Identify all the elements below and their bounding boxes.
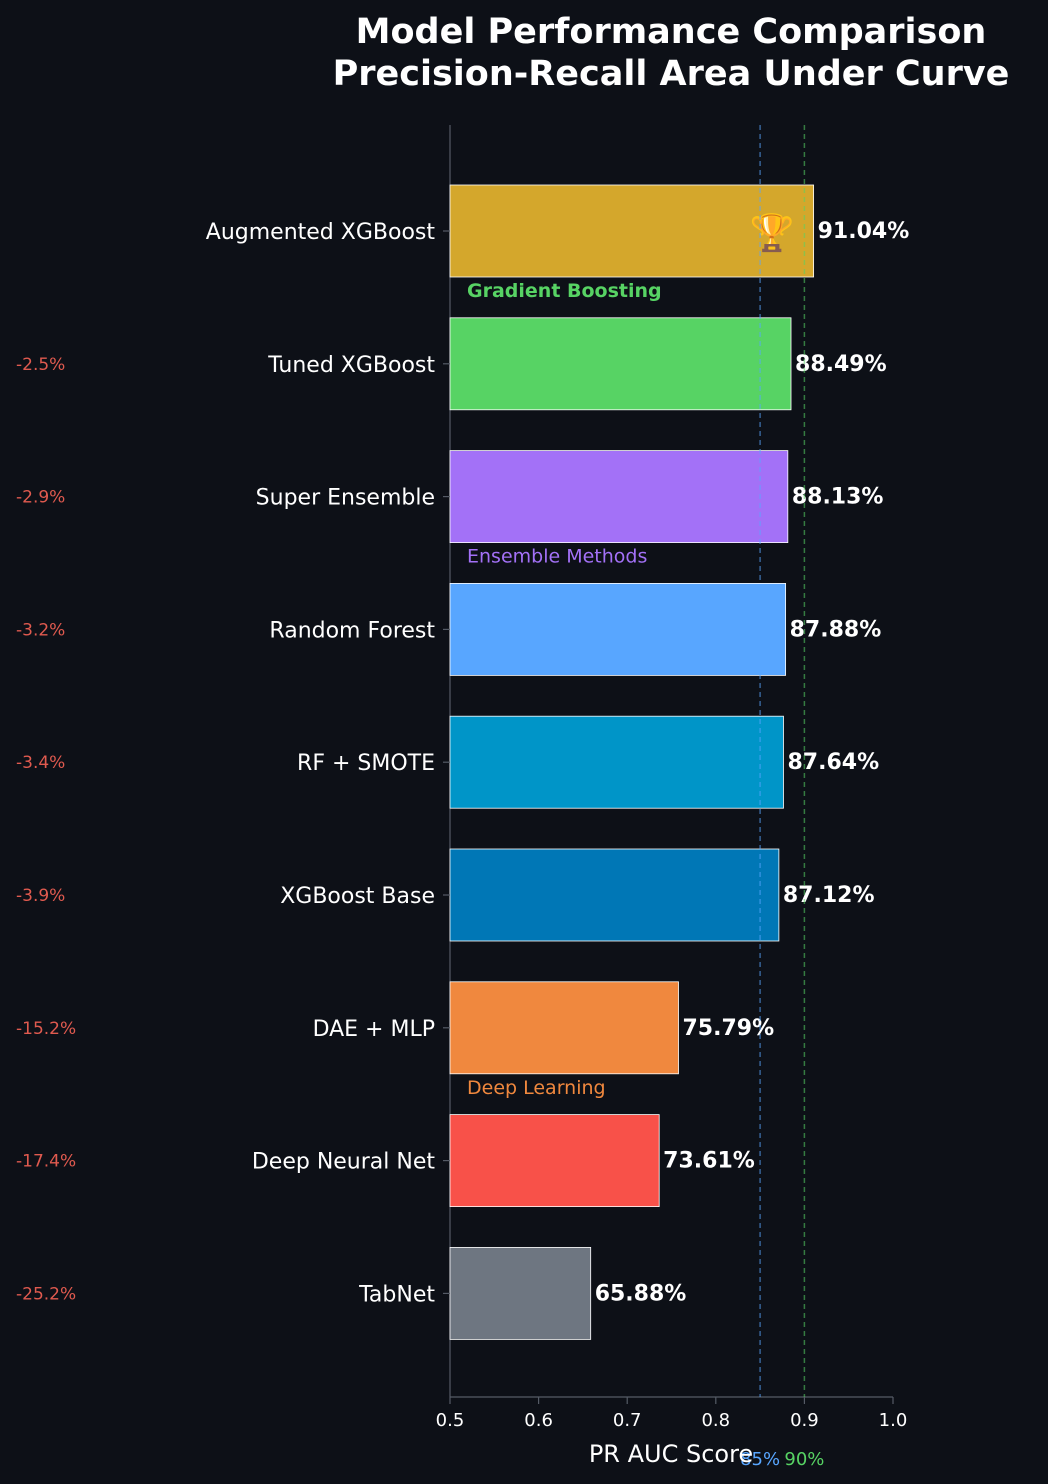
value-label: 88.49% [795,352,887,377]
category-label: DAE + MLP [313,1017,435,1042]
bar-xgboost-base [449,848,780,942]
x-tick-label: 0.5 [436,1410,465,1431]
x-tick-label: 0.6 [524,1410,553,1431]
x-tick-label: 0.9 [790,1410,819,1431]
bar-rf-smote [449,715,784,809]
diff-label: -3.2% [16,620,65,640]
group-annotation: Deep Learning [467,1077,606,1099]
diff-label: -25.2% [16,1284,76,1304]
value-label: 88.13% [792,485,884,510]
category-label: XGBoost Base [280,884,435,909]
diff-label: -3.9% [16,886,65,906]
diff-label: -3.4% [16,753,65,773]
bar-tuned-xgboost [449,317,792,411]
x-axis-title: PR AUC Score [589,1440,753,1468]
bar-dae-mlp [449,981,679,1075]
category-label: TabNet [358,1282,435,1307]
category-label: Tuned XGBoost [267,353,435,378]
reference-line-label: 85% [740,1449,780,1470]
value-label: 91.04% [818,219,910,244]
value-label: 87.12% [783,883,875,908]
value-label: 75.79% [682,1016,774,1041]
diff-label: -2.9% [16,488,65,508]
chart-title-line-2: Precision-Recall Area Under Curve [333,54,1010,94]
x-tick-label: 0.7 [613,1410,642,1431]
diff-label: -2.5% [16,355,65,375]
value-label: 65.88% [595,1281,687,1306]
x-tick-label: 0.8 [701,1410,730,1431]
bar-deep-neural-net [449,1114,660,1207]
group-annotation: Gradient Boosting [467,280,662,302]
value-label: 87.64% [787,750,879,775]
category-label: Random Forest [269,618,435,643]
reference-line-label: 90% [784,1449,824,1470]
plot-area: 0.5 0.6 0.7 0.8 0.9 1.0 Augmented XGBoost 91.04… [16,125,909,1470]
category-label: Super Ensemble [256,486,435,511]
diff-label: -17.4% [16,1152,76,1172]
category-label: Augmented XGBoost [206,220,436,245]
x-tick-label: 1.0 [879,1410,908,1431]
trophy-icon: 🏆 [750,212,795,254]
value-label: 87.88% [790,617,882,642]
chart-title-line-1: Model Performance Comparison [356,12,987,52]
bar-tabnet [449,1247,592,1340]
category-label: Deep Neural Net [252,1150,436,1175]
diff-label: -15.2% [16,1019,76,1039]
group-annotation: Ensemble Methods [467,546,647,568]
value-label: 73.61% [663,1149,755,1174]
bar-super-ensemble [449,450,789,544]
category-label: RF + SMOTE [297,751,435,776]
bar-random-forest [449,583,787,676]
